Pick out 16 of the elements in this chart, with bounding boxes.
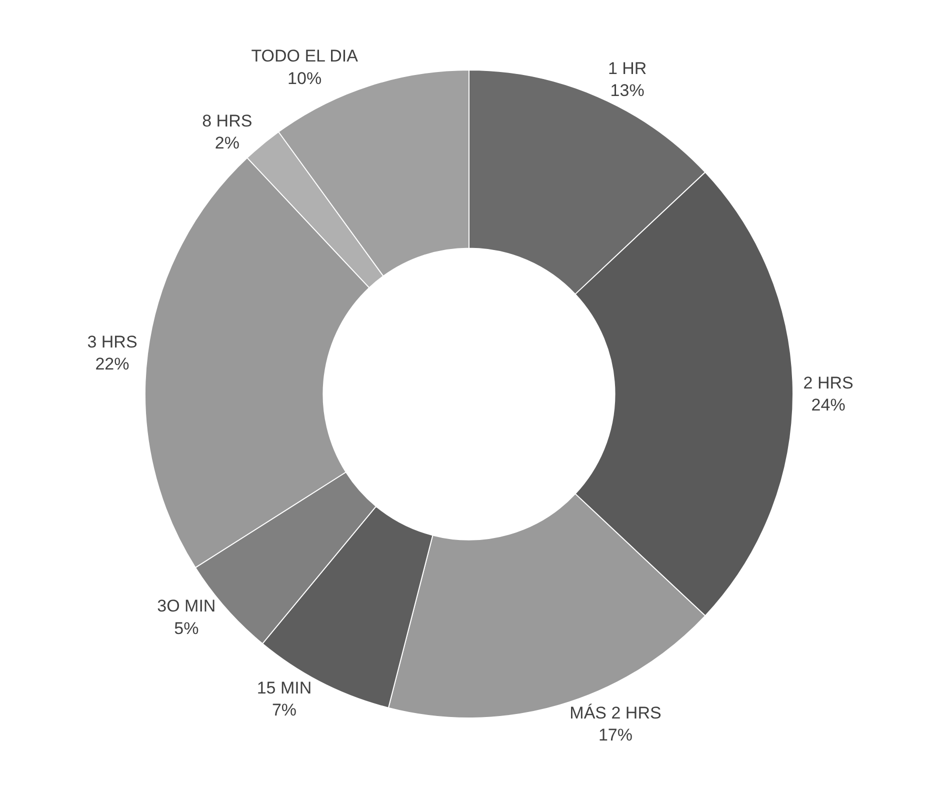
data-label: 2% xyxy=(214,134,240,153)
slice-label: 1 HR xyxy=(608,58,647,78)
slice-label: 8 HRS xyxy=(202,112,252,131)
slice-label: MÁS 2 HRS xyxy=(570,704,662,723)
slice-label: 15 MIN xyxy=(256,678,312,698)
data-label: 7% xyxy=(272,700,297,720)
data-label: 5% xyxy=(174,618,199,638)
slice-label: TODO EL DIA xyxy=(251,46,359,66)
slice-label: 2 HRS xyxy=(803,373,854,392)
data-label: 24% xyxy=(811,396,846,415)
data-label: 13% xyxy=(610,80,644,100)
data-label: 22% xyxy=(95,354,130,374)
data-label: 17% xyxy=(598,726,633,745)
slice-label: 3O MIN xyxy=(157,596,216,616)
slice-label: 3 HRS xyxy=(87,332,138,352)
data-label: 10% xyxy=(288,68,322,88)
